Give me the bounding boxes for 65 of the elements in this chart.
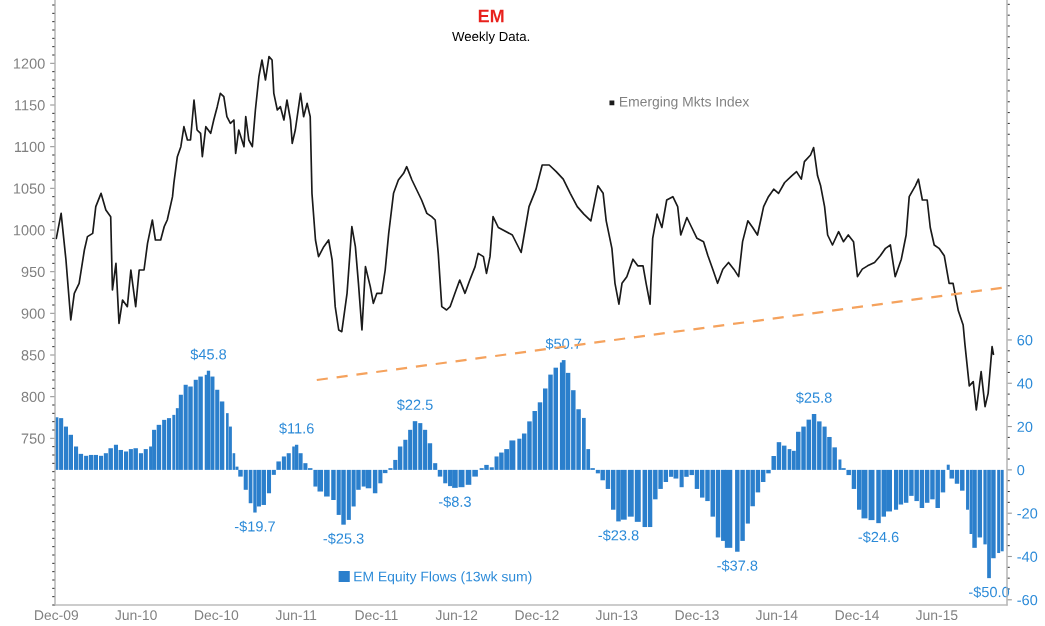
x-tick-label: Dec-11 <box>355 610 398 621</box>
x-tick-label: Jun-12 <box>435 610 478 621</box>
bar <box>226 413 229 470</box>
data-label: -$8.3 <box>438 495 471 508</box>
x-tick-label: Dec-09 <box>35 610 79 621</box>
data-label: -$37.8 <box>717 559 758 572</box>
y-tick-label: 1200 <box>13 58 45 69</box>
data-label: $11.6 <box>279 422 314 435</box>
bar <box>946 464 950 470</box>
y2-tick-label: 20 <box>1017 421 1033 432</box>
bar <box>412 421 418 470</box>
y2-tick-label: -60 <box>1017 594 1038 606</box>
y-tick-label: 1150 <box>15 100 45 111</box>
bar <box>93 454 99 470</box>
bar <box>152 429 157 470</box>
bar <box>253 469 257 513</box>
x-tick-label: Jun-11 <box>275 610 317 621</box>
y-tick-label: 850 <box>21 350 45 361</box>
data-label: $45.8 <box>190 348 227 361</box>
bar <box>98 455 104 470</box>
y-tick-label: 900 <box>21 308 45 319</box>
bar <box>88 454 94 470</box>
y2-tick-label: 40 <box>1017 378 1033 389</box>
bar <box>198 376 203 470</box>
data-label: $22.5 <box>396 399 433 411</box>
data-label: -$23.8 <box>598 529 639 542</box>
bar <box>59 418 64 470</box>
bar <box>894 469 899 510</box>
y2-tick-label: -20 <box>1017 508 1038 519</box>
bar <box>517 438 522 470</box>
y2-tick-label: -40 <box>1017 551 1038 562</box>
bar <box>561 360 566 470</box>
y-tick-label: 800 <box>21 391 45 403</box>
data-label: -$50.0 <box>969 586 1010 599</box>
x-tick-label: Jun-14 <box>755 610 798 621</box>
x-tick-label: Jun-13 <box>595 610 638 621</box>
legend-label: Emerging Mkts Index <box>619 96 750 110</box>
bar <box>143 449 148 470</box>
chart-title: EM <box>478 9 504 23</box>
data-label: $25.8 <box>795 391 832 404</box>
data-label: -$24.6 <box>858 531 899 544</box>
y-tick-label: 1100 <box>15 141 45 153</box>
y-tick-label: 1050 <box>13 183 45 194</box>
data-label: -$25.3 <box>323 532 364 545</box>
x-tick-label: Dec-14 <box>835 610 880 621</box>
y2-tick-label: 60 <box>1017 335 1033 346</box>
bar <box>123 451 129 470</box>
bar <box>559 362 563 470</box>
x-tick-label: Dec-12 <box>515 610 559 621</box>
bar <box>156 424 162 470</box>
y2-tick-label: 0 <box>1017 464 1025 476</box>
text: Weekly Data. <box>452 31 530 44</box>
x-tick-label: Jun-15 <box>915 610 958 621</box>
x-tick-label: Jun-10 <box>115 610 157 621</box>
y-tick-label: 950 <box>21 266 45 278</box>
x-tick-label: Dec-10 <box>195 610 239 621</box>
y-tick-label: 1000 <box>13 225 45 236</box>
bar <box>1000 469 1004 552</box>
x-tick-label: Dec-13 <box>675 610 719 621</box>
bar <box>118 449 124 470</box>
data-label: -$19.7 <box>234 520 275 533</box>
y-tick-label: 750 <box>21 433 45 444</box>
legend-label: EM Equity Flows (13wk sum) <box>354 571 532 585</box>
line-series <box>55 55 995 411</box>
bar <box>166 418 172 470</box>
